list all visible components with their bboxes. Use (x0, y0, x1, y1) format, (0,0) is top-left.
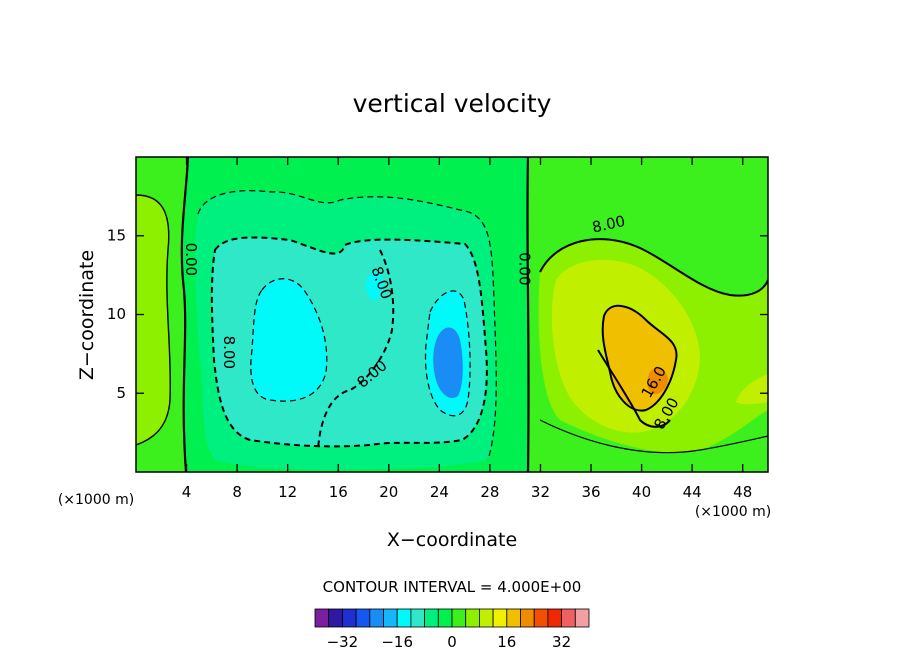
x-tick-label: 4 (182, 483, 192, 501)
colorbar-swatch (424, 608, 439, 628)
colorbar-swatch (465, 608, 480, 628)
colorbar-swatch (506, 608, 521, 628)
x-tick-label: 32 (531, 483, 550, 501)
y-axis-ticks: 5 10 15 (107, 226, 768, 402)
y-axis-title: Z−coordinate (76, 250, 98, 380)
region-left-pos8 (136, 195, 171, 445)
contour-left-pos8 (136, 194, 171, 446)
colorbar-swatch (437, 608, 453, 628)
y-tick-label: 15 (107, 226, 126, 244)
colorbar-tick-labels: −32 −16 0 16 32 (327, 633, 572, 651)
colorbar-swatch (451, 608, 467, 628)
contour-pos8-lower (597, 349, 671, 428)
x-tick-label: 28 (480, 483, 499, 501)
region-right-edge-pos12 (736, 374, 768, 405)
x-tick-label: 40 (632, 483, 651, 501)
x-tick-label: 12 (278, 483, 297, 501)
colorbar-swatch (574, 608, 590, 628)
colorbar-swatch (533, 608, 549, 628)
colorbar-swatch (478, 608, 494, 628)
contour-pos4-right-lower (539, 419, 768, 454)
colorbar-swatch (520, 608, 535, 628)
contour-neg4 (197, 190, 497, 461)
colorbar-tick-label: 16 (497, 633, 516, 651)
colorbar-swatch (396, 608, 412, 628)
colorbar-swatch (561, 608, 576, 628)
contour-zero-right (526, 157, 530, 472)
x-axis-ticks: 4 8 12 16 20 24 28 32 36 40 44 48 (182, 157, 752, 501)
contour-neg8-inner (317, 249, 395, 451)
colorbar-swatch (341, 608, 357, 628)
contour-label: 8.00 (220, 336, 238, 369)
colorbar-swatch (492, 608, 508, 628)
contour-label: 0.00 (182, 243, 200, 276)
colorbar-swatch (328, 608, 343, 628)
region-right-pos20 (647, 367, 668, 395)
contour-fills (136, 157, 768, 472)
region-negcore (433, 327, 463, 399)
colorbar-swatch (314, 608, 330, 628)
x-tick-label: 44 (683, 483, 702, 501)
contour-neg12-left (250, 278, 328, 402)
x-tick-label: 36 (581, 483, 600, 501)
x-unit-right: (×1000 m) (695, 504, 771, 520)
x-tick-label: 48 (733, 483, 752, 501)
y-tick-label: 5 (116, 384, 126, 402)
x-tick-label: 16 (329, 483, 348, 501)
colorbar-swatch (547, 608, 563, 628)
region-neg12-small (365, 271, 384, 301)
contour-neg8 (210, 236, 488, 448)
colorbar-swatch (355, 608, 371, 628)
colorbar-tick-label: 32 (552, 633, 571, 651)
contour-neg12-right (424, 290, 471, 417)
x-tick-label: 20 (379, 483, 398, 501)
contour-interval-label: CONTOUR INTERVAL = 4.000E+00 (323, 578, 582, 596)
colorbar-swatch (369, 608, 384, 628)
contour-label: 0.00 (516, 252, 534, 285)
contour-lines (136, 157, 768, 472)
y-tick-label: 10 (107, 305, 126, 323)
region-neg12-left (250, 278, 327, 402)
colorbar-tick-label: −32 (327, 633, 359, 651)
contour-pos8-right (539, 238, 768, 297)
contour-zero-left (180, 157, 190, 472)
x-axis-title: X−coordinate (387, 529, 517, 551)
x-tick-label: 8 (232, 483, 242, 501)
colorbar-tick-label: −16 (381, 633, 413, 651)
colorbar-tick-label: 0 (447, 633, 457, 651)
x-unit-left: (×1000 m) (58, 492, 134, 508)
colorbar-swatch (410, 608, 425, 628)
plot-area: 0.00 0.008.008.008.008.00 16.08.00 4 8 12 16 2… (107, 156, 769, 501)
colorbar (314, 608, 590, 628)
x-tick-label: 24 (430, 483, 449, 501)
chart-title: vertical velocity (353, 89, 552, 118)
colorbar-swatch (383, 608, 398, 628)
